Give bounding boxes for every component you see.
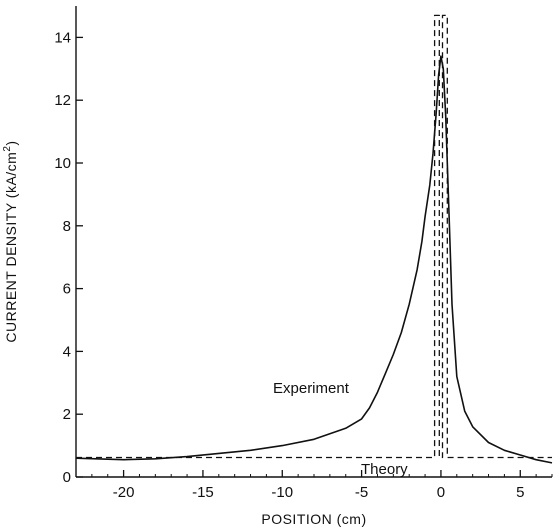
y-axis-label: CURRENT DENSITY (kA/cm2) [2, 140, 19, 342]
y-tick-label: 4 [63, 343, 71, 360]
y-axis-label-end: ) [3, 140, 19, 145]
x-tick-label: 0 [437, 484, 445, 501]
x-tick-label: 5 [516, 484, 524, 501]
axes: -20 -15 -10 -5 0 5 0 2 4 6 8 10 12 14 [54, 6, 553, 501]
x-tick-label: -15 [192, 484, 214, 501]
x-tick-label: -20 [113, 484, 135, 501]
y-tick-label: 0 [63, 469, 71, 486]
series-group [75, 14, 553, 464]
series-experiment-line [75, 55, 553, 464]
y-tick-label: 10 [54, 155, 71, 172]
y-tick-label: 8 [63, 218, 71, 235]
y-tick-label: 12 [54, 92, 71, 109]
y-tick-label: 2 [63, 406, 71, 423]
x-tick-label: -10 [271, 484, 293, 501]
y-axis-label-main: CURRENT DENSITY (kA/cm [3, 152, 19, 343]
labels: POSITION (cm) CURRENT DENSITY (kA/cm2) E… [2, 140, 408, 527]
y-axis-label-superscript: 2 [2, 146, 13, 152]
x-tick-label: -5 [355, 484, 368, 501]
x-axis-label: POSITION (cm) [261, 511, 366, 527]
y-tick-label: 14 [54, 29, 71, 46]
series-label-theory: Theory [361, 461, 408, 478]
y-tick-label: 6 [63, 281, 71, 298]
series-label-experiment: Experiment [273, 380, 350, 397]
